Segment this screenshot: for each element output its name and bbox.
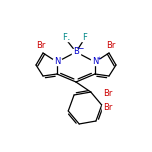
Bar (61, 35, 69, 41)
Bar (35, 43, 47, 49)
Text: .: . (67, 32, 71, 42)
Bar (81, 35, 89, 41)
Text: F: F (83, 33, 87, 43)
Text: N: N (54, 57, 60, 67)
Text: B: B (73, 47, 79, 57)
Bar (53, 59, 61, 65)
Bar (102, 90, 114, 96)
Text: −: − (77, 44, 84, 53)
Bar (105, 43, 117, 49)
Bar (91, 59, 99, 65)
Text: Br: Br (103, 88, 113, 97)
Text: Br: Br (103, 104, 113, 112)
Text: Br: Br (106, 41, 116, 50)
Text: F: F (63, 33, 67, 43)
Text: N: N (92, 57, 98, 67)
Bar (72, 49, 80, 55)
Text: Br: Br (36, 41, 46, 50)
Bar (102, 105, 114, 111)
Text: +: + (96, 56, 102, 61)
